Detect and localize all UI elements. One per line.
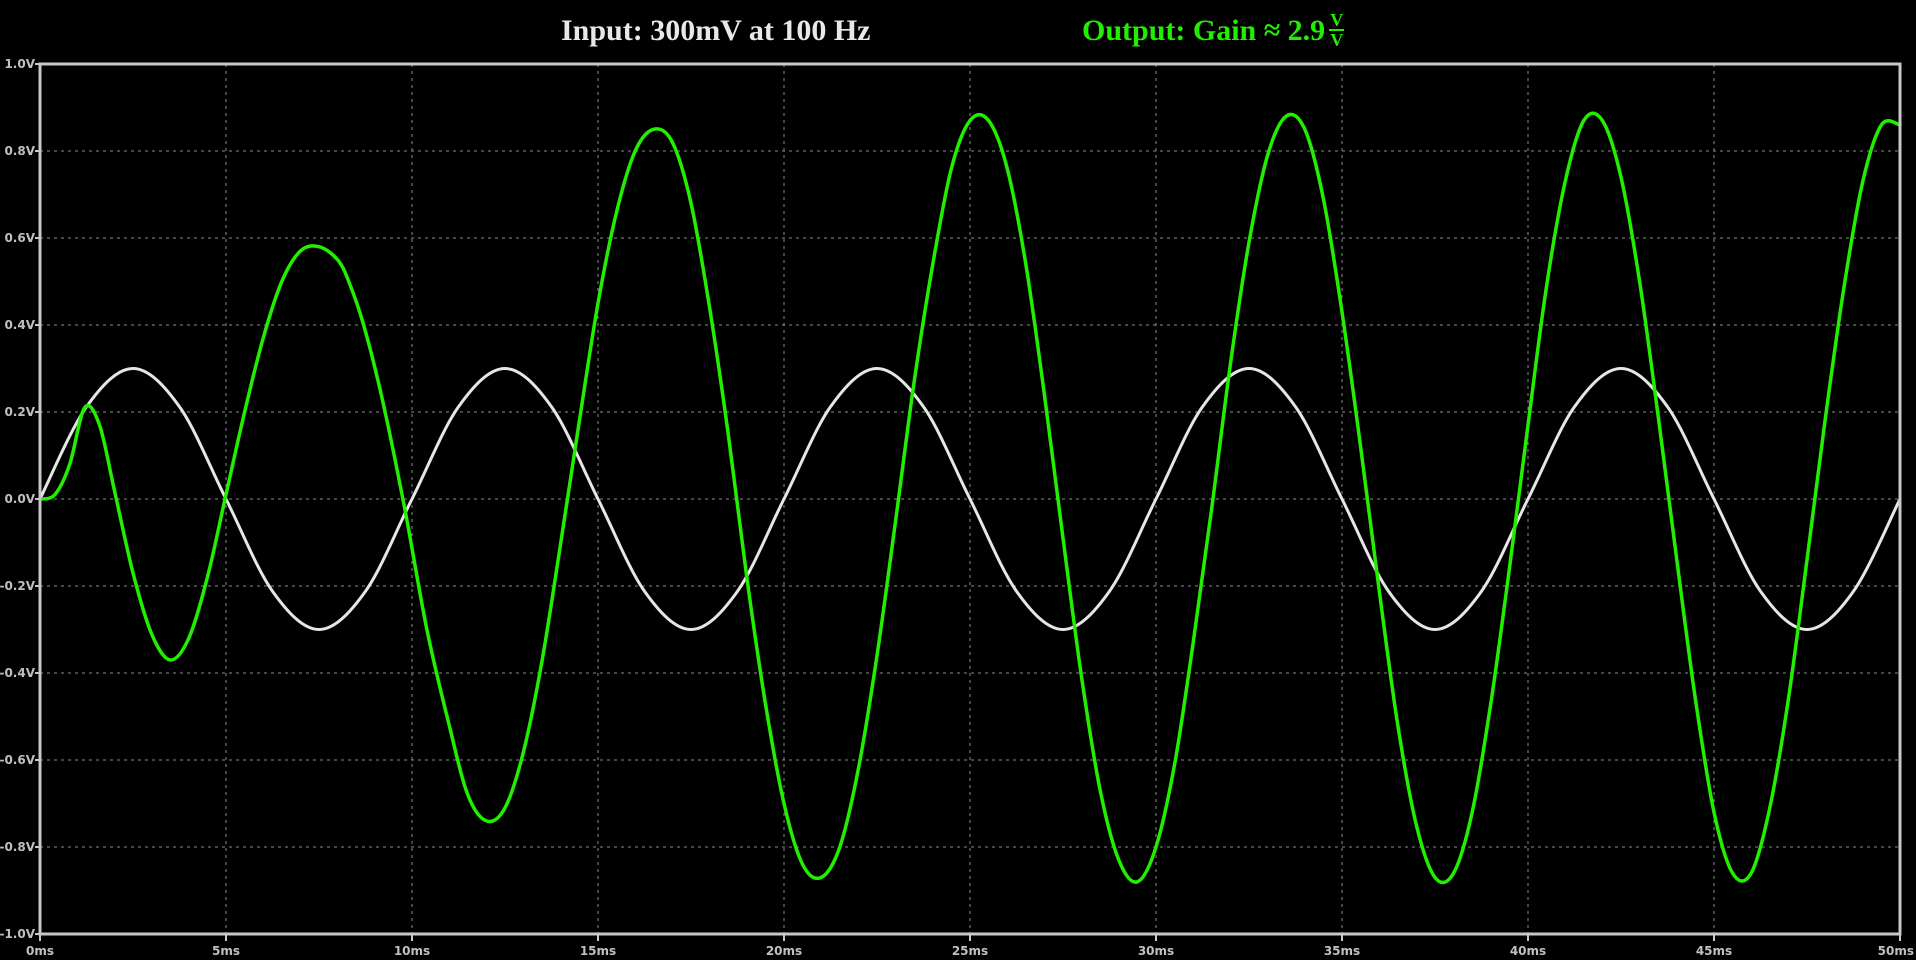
x-tick-label: 35ms: [1324, 944, 1360, 958]
y-tick-label: 0.6V: [4, 231, 35, 245]
y-tick-label: 0.8V: [4, 144, 35, 158]
x-tick-label: 40ms: [1510, 944, 1546, 958]
y-tick-label: 0.0V: [4, 492, 35, 506]
input-title: Input: 300mV at 100 Hz: [561, 14, 871, 47]
input-trace: [38, 367, 1902, 631]
output-trace: [38, 111, 1902, 885]
y-tick-label: -0.8V: [0, 840, 36, 854]
x-tick-label: 20ms: [766, 944, 802, 958]
y-tick-label: -0.6V: [0, 753, 36, 767]
y-tick-label: -0.4V: [0, 666, 36, 680]
x-tick-label: 45ms: [1696, 944, 1732, 958]
x-tick-label: 50ms: [1878, 944, 1914, 958]
gain-unit-denominator: V: [1330, 30, 1344, 51]
y-tick-label: 1.0V: [4, 57, 35, 71]
traces: [38, 111, 1902, 885]
y-tick-label: -0.2V: [0, 579, 36, 593]
x-tick-label: 10ms: [394, 944, 430, 958]
y-tick-label: 0.4V: [4, 318, 35, 332]
x-tick-label: 25ms: [952, 944, 988, 958]
output-title: Output: Gain ≈ 2.9 V V: [1082, 10, 1345, 52]
x-tick-label: 15ms: [580, 944, 616, 958]
y-tick-label: -1.0V: [0, 927, 36, 941]
y-tick-label: 0.2V: [4, 405, 35, 419]
output-gain-label: Output: Gain ≈ 2.9: [1082, 14, 1326, 47]
tick-labels: 0ms 5ms 10ms 15ms 20ms 25ms 30ms 35ms 40ms 45ms 50…: [0, 57, 1914, 958]
x-tick-label: 30ms: [1138, 944, 1174, 958]
gain-unit-numerator: V: [1329, 10, 1345, 32]
x-tick-label: 5ms: [212, 944, 240, 958]
tick-marks: [35, 63, 1901, 941]
x-tick-label: 0ms: [26, 944, 54, 958]
